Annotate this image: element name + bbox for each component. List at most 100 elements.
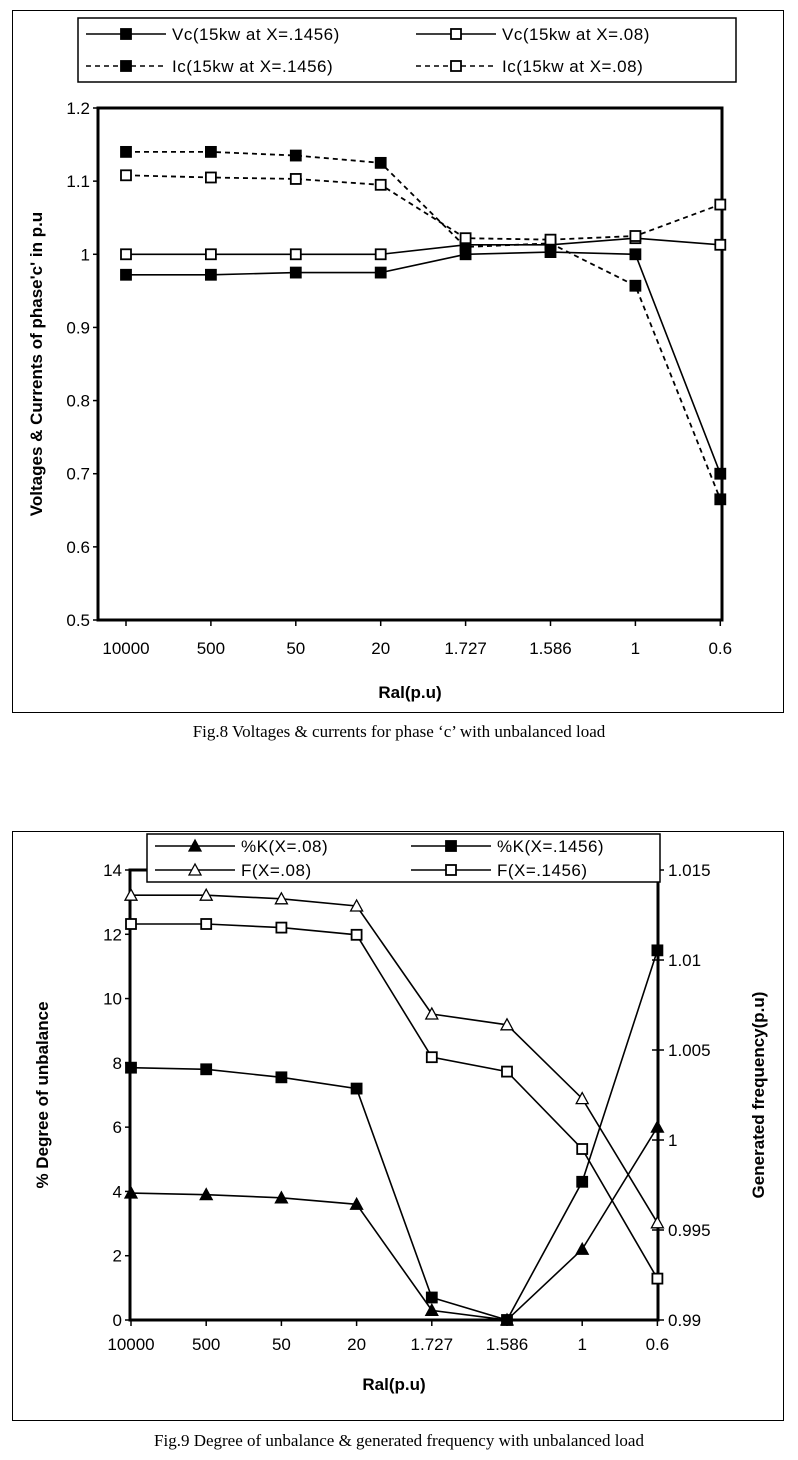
- chart2-xtick-label: 1.586: [486, 1335, 529, 1354]
- chart1-frame: [12, 10, 784, 713]
- chart2-series-1-point: [275, 1071, 288, 1084]
- chart1-series-2-point: [120, 145, 132, 158]
- chart2-series-1-point: [125, 1061, 137, 1074]
- chart2-series-2-point: [274, 891, 289, 905]
- chart2-x-axis-title: Ral(p.u): [362, 1375, 425, 1394]
- chart1-xtick-label: 0.6: [708, 639, 732, 658]
- chart2-series-1-line: [130, 950, 659, 1321]
- chart2-series-0-point: [650, 1119, 665, 1133]
- chart1-legend-label: Ic(15kw at X=.1456): [172, 57, 333, 76]
- chart1-series-3-point: [289, 173, 302, 185]
- chart1-series-3-point: [374, 178, 387, 191]
- chart2-xtick-label: 50: [272, 1335, 291, 1354]
- chart2-y2tick-label: 1: [668, 1131, 677, 1150]
- chart1-caption: Fig.8 Voltages & currents for phase ‘c’ …: [192, 722, 606, 741]
- chart2-xtick-label: 20: [347, 1335, 366, 1354]
- chart2-y2-axis-title: Generated frequency(p.u): [749, 992, 768, 1199]
- chart2-ytick-label: 6: [113, 1118, 122, 1137]
- chart2-series-2-point: [575, 1091, 590, 1105]
- chart2-series-3-point: [275, 921, 288, 934]
- chart1-series-3-line: [125, 174, 721, 241]
- chart2-legend: [146, 833, 661, 883]
- chart1-series-2-point: [629, 279, 642, 292]
- chart1-xtick-label: 20: [371, 639, 390, 658]
- chart2-caption: Fig.9 Degree of unbalance & generated fr…: [154, 1431, 644, 1450]
- chart1-series-3-point: [544, 233, 557, 246]
- chart2-xtick-label: 500: [192, 1335, 220, 1354]
- chart2-legend-marker: [445, 840, 457, 852]
- chart1-xtick-label: 10000: [102, 639, 149, 658]
- chart2-series-0-point: [274, 1190, 289, 1204]
- chart2-series-1-point: [200, 1063, 213, 1076]
- chart1-xtick-label: 1.586: [529, 639, 572, 658]
- chart1-legend: [77, 17, 737, 83]
- chart2-series-2-point: [499, 1017, 515, 1031]
- chart2-frame: [12, 831, 784, 1421]
- chart1-series-3-point: [459, 232, 472, 245]
- chart2-legend-label: F(X=.08): [241, 861, 312, 880]
- chart1-plot-area: [96, 106, 724, 622]
- chart2-xtick-label: 10000: [107, 1335, 154, 1354]
- chart1-x-axis-title: Ral(p.u): [378, 683, 441, 702]
- chart2-series-3-point: [425, 1051, 438, 1064]
- chart2-series-0-point: [123, 1185, 139, 1199]
- chart2-y-axis-title: % Degree of unbalance: [33, 1001, 52, 1188]
- chart1-ytick-label: 1.1: [66, 172, 90, 191]
- chart1-series-0-point: [374, 266, 387, 279]
- chart1-series-1-point: [714, 238, 727, 251]
- chart1-series-0-point: [629, 248, 642, 261]
- chart2-series-1-point: [501, 1314, 513, 1326]
- chart2-series-2-line: [131, 894, 659, 1224]
- chart2-series-0-point: [575, 1241, 590, 1255]
- chart1-xtick-label: 50: [286, 639, 305, 658]
- chart2-series-0-point: [199, 1187, 214, 1201]
- chart1-legend-marker: [450, 28, 462, 40]
- chart2-xtick-label: 1.727: [411, 1335, 454, 1354]
- chart1-series-3-point: [714, 198, 727, 211]
- chart2-legend-marker: [187, 838, 203, 852]
- chart2-ytick-label: 10: [103, 990, 122, 1009]
- chart2-ytick-label: 4: [113, 1182, 122, 1201]
- chart1-ytick-label: 0.5: [66, 611, 90, 630]
- chart1-y-axis-title: Voltages & Currents of phase'c' in p.u: [27, 212, 46, 516]
- chart1-ytick-label: 0.6: [66, 538, 90, 557]
- chart2-series-0-point: [349, 1196, 364, 1210]
- chart1-series-0-point: [289, 266, 302, 279]
- chart2-series-2-point: [349, 898, 364, 912]
- chart1-series-0-line: [126, 251, 722, 475]
- chart2-ytick-label: 12: [103, 925, 122, 944]
- chart2-xtick-label: 1: [577, 1335, 586, 1354]
- chart1-series-2-point: [714, 493, 727, 506]
- chart1-ytick-label: 0.7: [66, 465, 90, 484]
- chart2-series-2-point: [424, 1006, 439, 1020]
- chart1-xtick-label: 1.727: [444, 639, 487, 658]
- chart1-xtick-label: 1: [631, 639, 640, 658]
- chart2-series-3-line: [131, 923, 659, 1280]
- chart2-series-3-point: [200, 918, 213, 930]
- chart1-series-0-point: [120, 268, 132, 281]
- chart2-legend-label: F(X=.1456): [497, 861, 588, 880]
- chart2-y2tick-label: 1.01: [668, 951, 701, 970]
- chart2-series-1-point: [576, 1175, 589, 1188]
- chart1-ytick-label: 1: [81, 245, 90, 264]
- chart1-series-1-point: [204, 248, 217, 261]
- chart2-series-0-point: [424, 1302, 439, 1317]
- chart2-series-0-line: [130, 1126, 659, 1321]
- chart1-ytick-label: 0.9: [66, 318, 90, 337]
- chart2-series-3-point: [125, 918, 137, 930]
- chart1-series-1-point: [120, 248, 132, 261]
- chart1-legend-marker: [450, 60, 462, 72]
- chart2-legend-marker: [445, 864, 457, 876]
- chart2-series-2-point: [123, 887, 139, 901]
- chart2-series-2-point: [650, 1215, 665, 1229]
- chart1-series-3-point: [629, 230, 642, 242]
- chart2-ytick-label: 14: [103, 861, 122, 880]
- chart2-y2tick-label: 1.005: [668, 1041, 711, 1060]
- chart2-legend-label: %K(X=.1456): [497, 837, 604, 856]
- chart2-y2tick-label: 1.015: [668, 861, 711, 880]
- chart1-ytick-label: 1.2: [66, 99, 90, 118]
- chart2-series-3-point: [501, 1065, 513, 1078]
- chart1-series-2-point: [374, 156, 387, 169]
- chart1-series-1-point: [374, 248, 387, 261]
